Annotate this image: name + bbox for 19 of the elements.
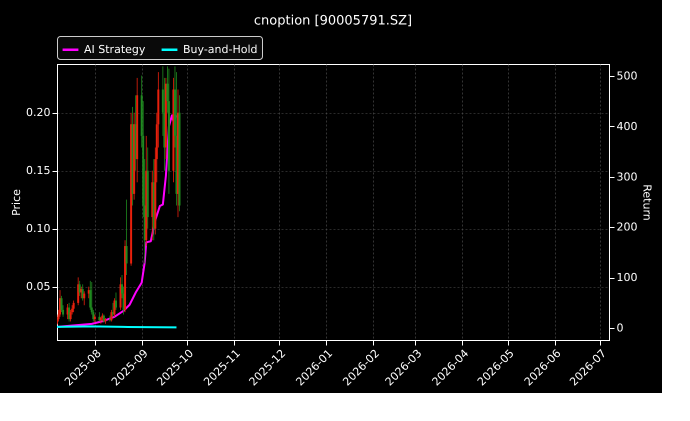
y-tick-label: 0.05 [26,280,50,294]
y-tick-label: 0.15 [26,164,50,178]
y-tick-label: 0.10 [26,222,50,236]
y2-axis-title: Return [640,184,654,221]
candlestick [108,315,111,322]
y2-tick-label: 0 [616,321,624,334]
candlestick [83,290,86,306]
y-axis-title: Price [10,188,24,216]
y2-tick-label: 300 [616,170,638,184]
y2-tick-label: 100 [616,271,638,284]
y2-tick-label: 500 [616,70,638,83]
legend-label: Buy-and-Hold [183,42,258,56]
legend-label: AI Strategy [84,42,146,56]
candlestick [72,300,75,313]
y2-tick-label: 200 [616,220,638,234]
y-tick-label: 0.20 [26,106,50,120]
y2-tick-label: 400 [616,120,638,133]
chart-title: cnoption [90005791.SZ] [254,14,412,28]
candlestick [126,199,128,276]
